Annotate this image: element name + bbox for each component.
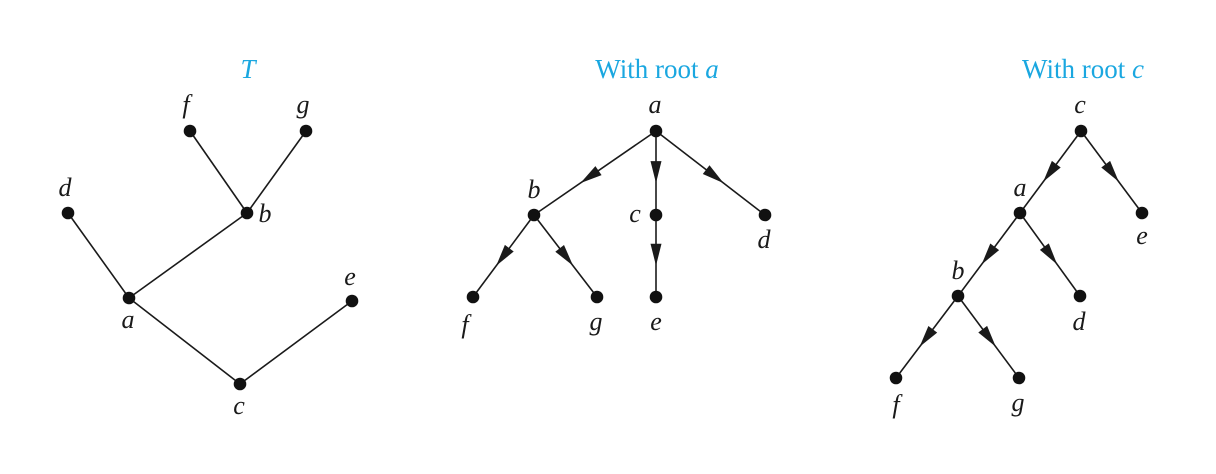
vertex-tree-root-c-g	[1012, 371, 1026, 385]
panel-title-var: c	[1132, 54, 1144, 84]
vertex-label-tree-root-a-d: d	[758, 225, 772, 254]
vertex-label-tree-root-a-e: e	[650, 307, 662, 336]
arrowhead-tree-root-a-a-c	[650, 161, 662, 184]
vertex-label-tree-root-c-a: a	[1014, 173, 1027, 202]
vertex-label-tree-root-a-b: b	[528, 175, 541, 204]
panel-title-var: a	[705, 54, 719, 84]
arrowhead-tree-root-c-b-f	[919, 326, 938, 347]
vertex-label-tree-t-b: b	[259, 199, 272, 228]
vertex-tree-t-b	[240, 206, 254, 220]
vertex-tree-root-c-a	[1013, 206, 1027, 220]
arrowhead-tree-root-a-b-f	[496, 244, 514, 266]
vertex-label-tree-t-f: f	[182, 90, 193, 119]
edge-tree-t-a-c	[128, 297, 241, 385]
vertex-label-tree-root-c-e: e	[1136, 221, 1148, 250]
edge-tree-t-f-b	[189, 130, 248, 214]
panel-title-tree-t: T	[240, 54, 257, 84]
vertex-tree-t-a	[122, 291, 136, 305]
vertex-tree-t-g	[299, 124, 313, 138]
vertex-tree-root-a-c	[649, 208, 663, 222]
vertex-tree-t-c	[233, 377, 247, 391]
nodes-layer	[61, 124, 1149, 391]
vertex-tree-root-c-e	[1135, 206, 1149, 220]
vertex-label-tree-t-a: a	[122, 305, 135, 334]
arrowhead-tree-root-c-a-d	[1039, 243, 1058, 265]
edge-tree-t-e-c	[239, 300, 353, 385]
vertex-label-tree-root-c-c: c	[1074, 90, 1086, 119]
arrowhead-tree-root-c-a-b	[981, 243, 1000, 265]
vertex-label-tree-t-d: d	[59, 173, 73, 202]
vertex-tree-t-f	[183, 124, 197, 138]
vertex-tree-t-e	[345, 294, 359, 308]
edge-tree-t-g-b	[246, 130, 307, 214]
vertex-tree-t-d	[61, 206, 75, 220]
panel-title-var: T	[240, 54, 257, 84]
vertex-tree-root-a-f	[466, 290, 480, 304]
vertex-tree-root-a-b	[527, 208, 541, 222]
edges-layer	[67, 130, 1143, 385]
arrowhead-tree-root-a-a-d	[702, 165, 724, 184]
labels-layer: f g d b e a c a b c d f g e c a e b d f g	[59, 90, 1148, 420]
vertex-label-tree-t-c: c	[233, 391, 245, 420]
panel-title-root-a: With root a	[595, 54, 718, 84]
arrowhead-tree-root-c-b-g	[978, 325, 996, 347]
edge-tree-t-b-a	[128, 212, 248, 299]
edge-tree-t-d-a	[67, 212, 130, 299]
panel-title-root-c: With root c	[1022, 54, 1144, 84]
vertex-tree-root-a-d	[758, 208, 772, 222]
vertex-tree-root-a-e	[649, 290, 663, 304]
vertex-label-tree-t-e: e	[344, 262, 356, 291]
vertex-tree-root-a-g	[590, 290, 604, 304]
vertex-label-tree-root-a-f: f	[461, 310, 472, 339]
vertex-tree-root-c-c	[1074, 124, 1088, 138]
panel-title-prefix: With root	[595, 54, 705, 84]
arrowhead-tree-root-a-b-g	[555, 245, 574, 266]
panel-title-prefix: With root	[1022, 54, 1132, 84]
arrowhead-tree-root-c-c-e	[1101, 160, 1119, 182]
vertex-tree-root-c-f	[889, 371, 903, 385]
vertex-label-tree-root-c-b: b	[952, 256, 965, 285]
arrowhead-tree-root-a-a-b	[580, 166, 602, 184]
vertex-tree-root-c-d	[1073, 289, 1087, 303]
vertex-label-tree-root-a-c: c	[629, 199, 641, 228]
vertex-tree-root-a-a	[649, 124, 663, 138]
vertex-tree-root-c-b	[951, 289, 965, 303]
vertex-label-tree-root-c-d: d	[1073, 307, 1087, 336]
vertex-label-tree-root-c-g: g	[1012, 388, 1025, 417]
vertex-label-tree-t-g: g	[297, 90, 310, 119]
arrowhead-tree-root-c-c-a	[1043, 160, 1061, 182]
arrowhead-tree-root-a-c-e	[650, 243, 662, 266]
vertex-label-tree-root-a-g: g	[590, 307, 603, 336]
vertex-label-tree-root-a-a: a	[649, 90, 662, 119]
vertex-label-tree-root-c-f: f	[892, 390, 903, 419]
